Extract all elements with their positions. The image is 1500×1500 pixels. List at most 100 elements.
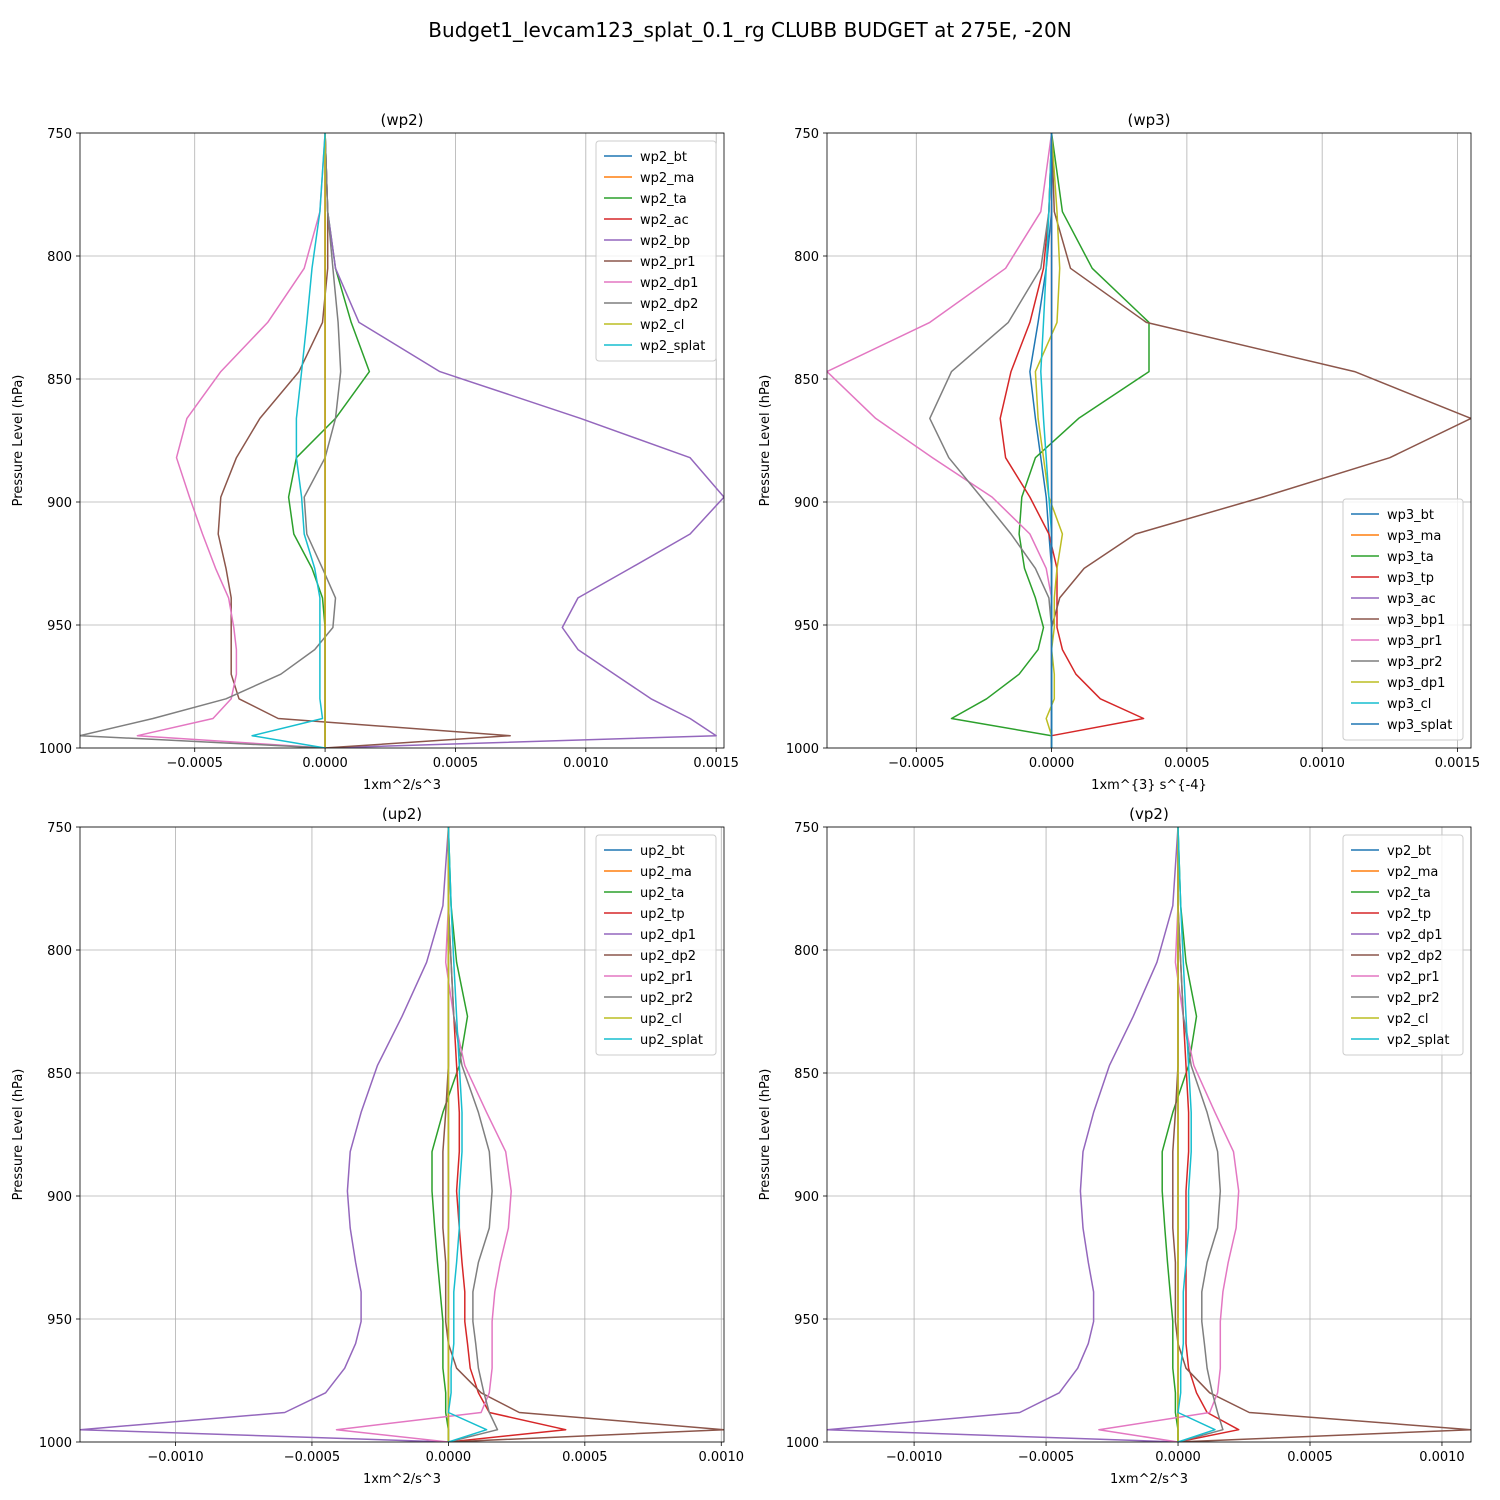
series-group bbox=[827, 133, 1471, 748]
series-group bbox=[80, 827, 724, 1442]
subplot-vp2: −0.0010 −0.0005 0.0000 0.0005 0.0010 750 800 85… bbox=[758, 805, 1472, 1487]
x-tick-label: 0.0010 bbox=[563, 756, 609, 771]
x-axis-label: 1xm^2/s^3 bbox=[363, 778, 441, 793]
y-tick-label: 900 bbox=[794, 1190, 819, 1205]
legend-label-vp2-tp: vp2_tp bbox=[1387, 907, 1431, 922]
legend-label-wp3-ma: wp3_ma bbox=[1387, 529, 1441, 544]
x-tick-label: 0.0000 bbox=[1155, 1450, 1201, 1465]
y-tick-label: 950 bbox=[794, 1313, 819, 1328]
y-axis-label: Pressure Level (hPa) bbox=[758, 375, 773, 507]
legend: vp2_bt vp2_ma vp2_ta vp2_tp vp2_dp1 vp2_dp2vp… bbox=[1342, 834, 1464, 1056]
y-tick-label: 850 bbox=[794, 1067, 819, 1082]
series-line-wp3-dp1 bbox=[1034, 133, 1064, 748]
x-tick-label: −0.0005 bbox=[284, 1450, 340, 1465]
y-tick-label: 800 bbox=[47, 944, 72, 959]
x-tick-label: −0.0005 bbox=[1018, 1450, 1074, 1465]
series-line-vp2-dp1 bbox=[827, 827, 1179, 1442]
series-line-vp2-splat bbox=[1177, 827, 1216, 1442]
subplot-wp3: −0.0005 0.0000 0.0005 0.0010 0.0015 750 800 850… bbox=[758, 111, 1480, 793]
y-axis-label: Pressure Level (hPa) bbox=[11, 1069, 26, 1201]
legend-label-wp2-bt: wp2_bt bbox=[640, 150, 687, 165]
x-tick-label: 0.0010 bbox=[1299, 756, 1345, 771]
legend-label-up2-pr1: up2_pr1 bbox=[640, 970, 693, 985]
y-axis-label: Pressure Level (hPa) bbox=[11, 375, 26, 507]
x-tick-label: 0.0010 bbox=[699, 1450, 745, 1465]
x-tick-label: 0.0000 bbox=[1029, 756, 1075, 771]
legend-label-wp2-splat: wp2_splat bbox=[640, 339, 705, 354]
legend-label-wp2-dp1: wp2_dp1 bbox=[640, 276, 698, 291]
series-line-wp3-tp bbox=[999, 133, 1145, 748]
legend-label-up2-pr2: up2_pr2 bbox=[640, 991, 693, 1006]
x-tick-label: 0.0005 bbox=[562, 1450, 608, 1465]
legend-label-up2-tp: up2_tp bbox=[640, 907, 685, 922]
series-line-vp2-ta bbox=[1161, 827, 1198, 1442]
legend-label-wp2-ta: wp2_ta bbox=[640, 192, 687, 207]
axes-frame bbox=[79, 132, 725, 749]
series-line-vp2-pr2 bbox=[1177, 827, 1224, 1442]
axes-frame bbox=[79, 826, 725, 1443]
x-tick-label: 0.0015 bbox=[693, 756, 739, 771]
y-tick-label: 950 bbox=[47, 619, 72, 634]
x-tick-label: 0.0000 bbox=[302, 756, 348, 771]
legend-label-wp2-cl: wp2_cl bbox=[640, 318, 684, 333]
axes-frame bbox=[826, 132, 1472, 749]
legend-label-wp2-dp2: wp2_dp2 bbox=[640, 297, 698, 312]
legend-label-wp2-ac: wp2_ac bbox=[640, 213, 689, 228]
legend-label-vp2-pr1: vp2_pr1 bbox=[1387, 970, 1440, 985]
legend-label-vp2-cl: vp2_cl bbox=[1387, 1012, 1428, 1027]
series-line-up2-splat bbox=[447, 827, 488, 1442]
legend-label-wp3-bt: wp3_bt bbox=[1387, 508, 1434, 523]
legend-label-wp3-pr1: wp3_pr1 bbox=[1387, 634, 1443, 649]
series-group bbox=[80, 133, 724, 748]
legend-label-wp2-ma: wp2_ma bbox=[640, 171, 694, 186]
subplot-wp2: −0.0005 0.0000 0.0005 0.0010 0.0015 750 800 850… bbox=[11, 111, 739, 793]
legend-label-wp3-ta: wp3_ta bbox=[1387, 550, 1434, 565]
legend-label-up2-ta: up2_ta bbox=[640, 886, 684, 901]
legend-box bbox=[595, 140, 717, 362]
y-tick-label: 950 bbox=[794, 619, 819, 634]
legend-box bbox=[1342, 498, 1464, 741]
legend-label-vp2-ma: vp2_ma bbox=[1387, 865, 1438, 880]
series-line-up2-pr2 bbox=[447, 827, 499, 1442]
legend-label-up2-ma: up2_ma bbox=[640, 865, 692, 880]
y-tick-label: 900 bbox=[794, 496, 819, 511]
legend-label-vp2-ta: vp2_ta bbox=[1387, 886, 1431, 901]
y-tick-label: 900 bbox=[47, 1190, 72, 1205]
subplot-title: (vp2) bbox=[1129, 805, 1169, 823]
y-tick-label: 1000 bbox=[39, 1436, 72, 1451]
series-line-wp2-bp bbox=[324, 133, 724, 748]
legend-label-up2-cl: up2_cl bbox=[640, 1012, 682, 1027]
legend-label-up2-dp2: up2_dp2 bbox=[640, 949, 696, 964]
y-tick-label: 950 bbox=[47, 1313, 72, 1328]
legend-label-vp2-dp2: vp2_dp2 bbox=[1387, 949, 1443, 964]
legend-label-wp3-pr2: wp3_pr2 bbox=[1387, 655, 1443, 670]
y-tick-label: 750 bbox=[794, 821, 819, 836]
y-tick-label: 850 bbox=[47, 1067, 72, 1082]
legend-label-wp3-tp: wp3_tp bbox=[1387, 571, 1434, 586]
y-tick-label: 750 bbox=[47, 127, 72, 142]
legend-box bbox=[595, 834, 717, 1056]
series-line-wp3-ta bbox=[950, 133, 1150, 748]
x-axis-label: 1xm^2/s^3 bbox=[363, 1472, 441, 1487]
legend-box bbox=[1342, 834, 1464, 1056]
legend-label-vp2-pr2: vp2_pr2 bbox=[1387, 991, 1440, 1006]
subplot-title: (wp3) bbox=[1127, 111, 1170, 129]
y-tick-label: 900 bbox=[47, 496, 72, 511]
series-line-up2-ta bbox=[431, 827, 469, 1442]
series-line-wp2-pr1 bbox=[217, 133, 511, 748]
legend-label-up2-dp1: up2_dp1 bbox=[640, 928, 696, 943]
figure-suptitle: Budget1_levcam123_splat_0.1_rg CLUBB BUD… bbox=[428, 18, 1071, 42]
legend-label-wp2-bp: wp2_bp bbox=[640, 234, 690, 249]
legend-label-vp2-splat: vp2_splat bbox=[1387, 1033, 1449, 1048]
legend-label-wp2-pr1: wp2_pr1 bbox=[640, 255, 696, 270]
y-tick-label: 750 bbox=[47, 821, 72, 836]
series-line-up2-pr1 bbox=[335, 827, 512, 1442]
legend: up2_bt up2_ma up2_ta up2_tp up2_dp1 up2_dp2up… bbox=[595, 834, 717, 1056]
y-tick-label: 800 bbox=[794, 250, 819, 265]
series-line-wp2-dp1 bbox=[136, 133, 326, 748]
series-group bbox=[827, 827, 1471, 1442]
x-tick-label: 0.0005 bbox=[433, 756, 479, 771]
subplot-up2: −0.0010 −0.0005 0.0000 0.0005 0.0010 750 800 85… bbox=[11, 805, 744, 1487]
